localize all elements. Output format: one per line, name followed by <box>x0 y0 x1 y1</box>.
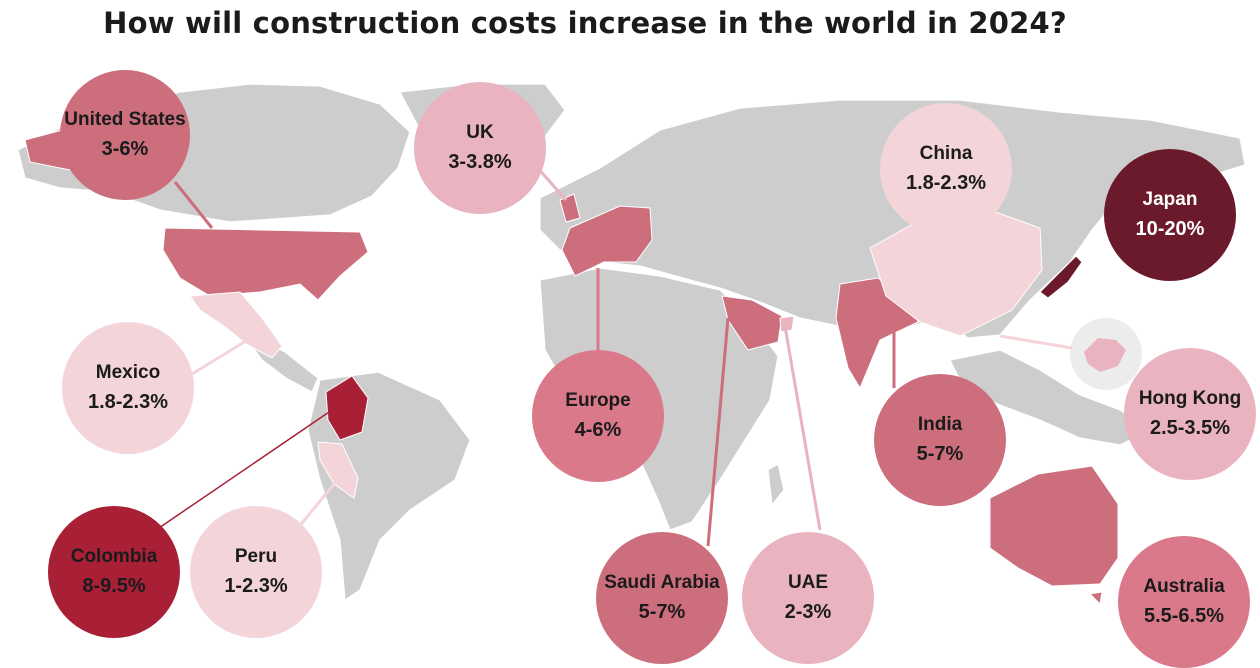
region-rate: 8-9.5% <box>82 575 146 598</box>
bubble-colombia: Colombia 8-9.5% <box>48 506 180 638</box>
world-map <box>17 83 1246 606</box>
connector-united-states <box>173 181 214 229</box>
region-name: Saudi Arabia <box>604 571 720 593</box>
bubble-australia: Australia 5.5-6.5% <box>1118 536 1250 668</box>
bubble-uk: UK 3-3.8% <box>414 82 546 214</box>
region-rate: 2.5-3.5% <box>1149 417 1231 440</box>
connector-lines <box>155 165 1073 547</box>
region-rate: 2-3% <box>784 601 832 624</box>
connector-colombia <box>155 409 333 531</box>
region-name: Colombia <box>70 545 158 567</box>
bubble-europe: Europe 4-6% <box>532 350 664 482</box>
region-name: Europe <box>565 389 631 411</box>
region-rate: 10-20% <box>1135 218 1205 241</box>
region-rate: 5-7% <box>638 601 686 624</box>
connector-mexico <box>191 334 255 376</box>
bubble-peru: Peru 1-2.3% <box>190 506 322 638</box>
bubble-united-states: United States 3-6% <box>60 70 190 200</box>
region-name: Mexico <box>95 361 161 383</box>
tasmania-shape <box>1088 591 1103 606</box>
australia-shape <box>989 465 1119 587</box>
region-rate: 5-7% <box>916 443 964 466</box>
peru-shape <box>317 441 359 499</box>
connector-uae <box>783 325 822 531</box>
region-rate: 1-2.3% <box>224 575 288 598</box>
region-rate: 1.8-2.3% <box>905 172 987 195</box>
region-rate: 5.5-6.5% <box>1143 605 1225 628</box>
region-rate: 4-6% <box>574 419 622 442</box>
region-name: Hong Kong <box>1138 387 1242 409</box>
uae-shape <box>779 315 795 333</box>
bubble-japan: Japan 10-20% <box>1104 149 1236 281</box>
japan-shape <box>1039 255 1083 299</box>
colombia-shape <box>325 375 369 441</box>
region-name: United States <box>64 108 186 130</box>
connector-peru <box>296 483 336 529</box>
europe-shape <box>561 205 653 277</box>
region-name: India <box>917 413 963 435</box>
region-name: Australia <box>1143 575 1225 597</box>
landmass-madagascar <box>767 463 785 507</box>
hong-kong-shape <box>1084 338 1126 372</box>
connector-hong-kong <box>999 334 1073 350</box>
bubble-uae: UAE 2-3% <box>742 532 874 664</box>
region-name: Japan <box>1142 188 1198 210</box>
usa-shape <box>162 227 369 301</box>
bubble-saudi-arabia: Saudi Arabia 5-7% <box>596 532 728 664</box>
bubble-hong-kong: Hong Kong 2.5-3.5% <box>1124 348 1256 480</box>
bubble-mexico: Mexico 1.8-2.3% <box>62 322 194 454</box>
mexico-shape <box>189 291 283 359</box>
region-rate: 1.8-2.3% <box>87 391 169 414</box>
bubble-india: India 5-7% <box>874 374 1006 506</box>
landmass-eurasia <box>539 99 1246 339</box>
region-name: China <box>919 142 973 164</box>
region-name: Peru <box>234 545 278 567</box>
bubble-china: China 1.8-2.3% <box>880 103 1012 235</box>
uk-shape <box>559 193 581 223</box>
page-title: How will construction costs increase in … <box>103 6 1067 40</box>
connector-saudi-arabia <box>706 317 730 547</box>
region-name: UAE <box>787 571 829 593</box>
region-name: UK <box>466 121 494 143</box>
region-rate: 3-6% <box>101 138 149 161</box>
region-rate: 3-3.8% <box>448 151 512 174</box>
